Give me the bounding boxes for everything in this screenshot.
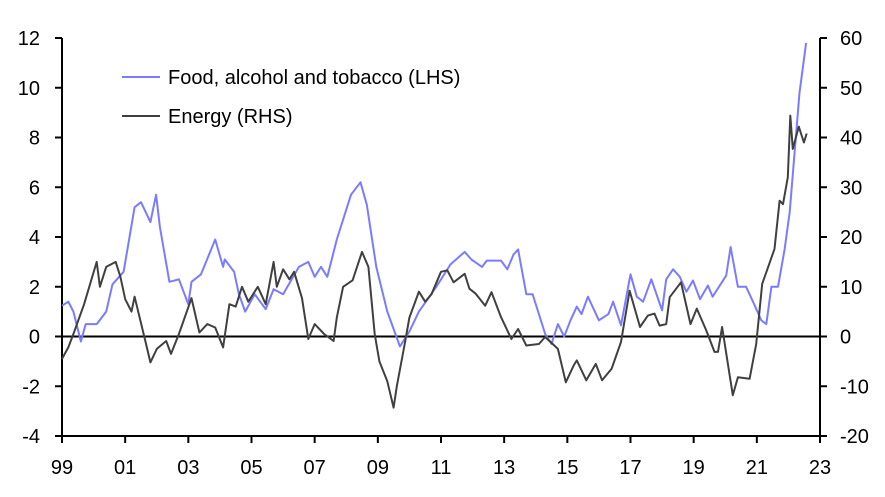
right-axis-tick-label: 60: [840, 28, 862, 50]
legend-label-energy: Energy (RHS): [168, 106, 292, 128]
x-axis-tick-label: 13: [493, 457, 515, 479]
left-axis-tick-label: -2: [22, 376, 40, 398]
left-axis-tick-label: 0: [29, 327, 40, 349]
x-axis-tick-label: 05: [240, 457, 262, 479]
left-axis-tick-label: 10: [18, 78, 40, 100]
x-axis-tick-label: 21: [746, 457, 768, 479]
legend: Food, alcohol and tobacco (LHS) Energy (…: [122, 67, 460, 128]
x-axis-tick-label: 11: [431, 457, 452, 479]
x-axis-tick-label: 19: [683, 457, 705, 479]
right-axis-tick-label: 30: [840, 177, 862, 199]
left-axis-tick-label: -4: [22, 426, 40, 448]
left-axis-tick-label: 2: [29, 277, 40, 299]
x-axis-tick-label: 09: [367, 457, 389, 479]
left-axis-tick-label: 8: [29, 128, 40, 150]
x-axis-tick-label: 07: [304, 457, 326, 479]
right-axis-tick-label: 10: [840, 277, 862, 299]
right-axis-tick-label: -20: [840, 426, 869, 448]
right-axis-tick-label: -10: [840, 376, 869, 398]
x-axis-tick-label: 03: [177, 457, 199, 479]
right-axis-tick-label: 20: [840, 227, 862, 249]
series-line-energy: [61, 114, 808, 409]
legend-label-food: Food, alcohol and tobacco (LHS): [168, 67, 460, 89]
x-axis-tick-label: 99: [51, 457, 73, 479]
right-axis-tick-label: 0: [840, 327, 851, 349]
x-axis-tick-label: 01: [114, 457, 136, 479]
series-line-food: [61, 42, 808, 348]
left-axis-tick-label: 12: [18, 28, 40, 50]
series-lines: [61, 42, 808, 409]
right-axis-tick-label: 40: [840, 128, 862, 150]
right-axis-tick-label: 50: [840, 78, 862, 100]
left-axis-tick-label: 6: [29, 177, 40, 199]
x-axis-tick-label: 23: [809, 457, 831, 479]
x-axis-tick-label: 17: [619, 457, 641, 479]
left-axis-tick-label: 4: [29, 227, 40, 249]
x-axis-tick-label: 15: [556, 457, 578, 479]
